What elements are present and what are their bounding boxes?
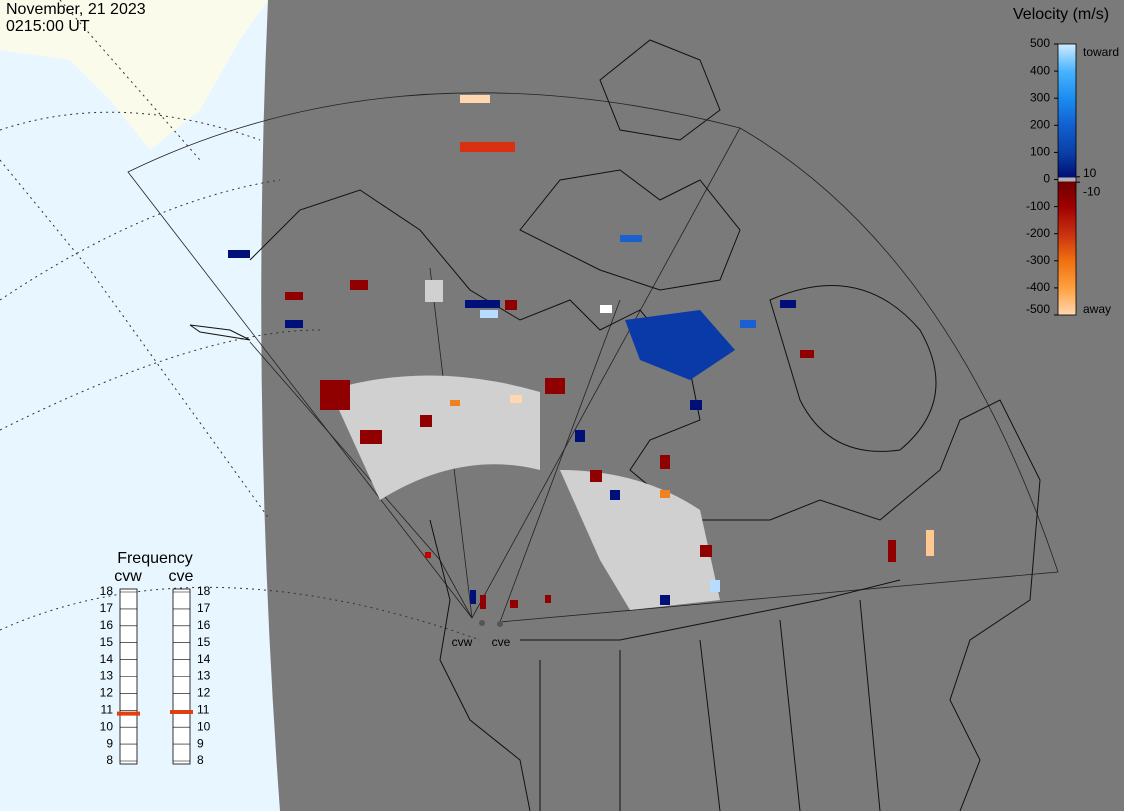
velocity-tick-label: 10 <box>1083 166 1097 180</box>
toward-label: toward <box>1083 45 1119 59</box>
frequency-tick-label: 9 <box>106 736 113 750</box>
frequency-tick-label: 14 <box>197 652 211 666</box>
velocity-tick-label: -500 <box>1026 302 1050 316</box>
velocity-tick-label: 0 <box>1043 172 1050 186</box>
frequency-tick-label: 17 <box>100 601 114 615</box>
land-dayside <box>0 0 268 150</box>
velocity-tick-label: 200 <box>1030 117 1050 131</box>
frequency-tick-label: 15 <box>100 635 114 649</box>
velocity-colorbar <box>1057 43 1077 316</box>
frequency-tick-label: 18 <box>100 584 114 598</box>
frequency-tick-label: 12 <box>100 686 114 700</box>
frequency-tick-label: 11 <box>101 702 114 716</box>
velocity-tick-label: 400 <box>1030 63 1050 77</box>
velocity-title: Velocity (m/s) <box>1013 6 1109 23</box>
radar-site-label: cve <box>492 635 511 649</box>
frequency-tick-label: 16 <box>100 618 114 632</box>
velocity-tick-label: -200 <box>1026 226 1050 240</box>
frequency-tick-label: 8 <box>197 753 204 767</box>
frequency-tick-label: 13 <box>100 669 114 683</box>
radar-name: cvw <box>114 568 142 585</box>
grid-lines <box>0 0 481 641</box>
frequency-tick-label: 13 <box>197 669 211 683</box>
frequency-tick-label: 17 <box>197 601 211 615</box>
velocity-tick-label: 500 <box>1030 36 1050 50</box>
frequency-tick-label: 14 <box>100 652 114 666</box>
frequency-tick-label: 10 <box>100 719 114 733</box>
radar-name: cve <box>169 568 194 585</box>
velocity-tick-label: -100 <box>1026 199 1050 213</box>
frequency-tick-label: 8 <box>106 753 113 767</box>
frequency-tick-label: 12 <box>197 686 211 700</box>
velocity-tick-label: -400 <box>1026 280 1050 294</box>
velocity-tick-label: 300 <box>1030 90 1050 104</box>
velocity-tick-label: -10 <box>1083 184 1101 198</box>
frequency-tick-label: 16 <box>197 618 211 632</box>
date: November, 21 2023 <box>6 1 146 18</box>
velocity-tick-label: 100 <box>1030 145 1050 159</box>
radar-cells <box>228 95 934 627</box>
velocity-tick-label: -300 <box>1026 253 1050 267</box>
away-label: away <box>1083 302 1111 316</box>
frequency-tick-label: 9 <box>197 736 204 750</box>
time: 0215:00 UT <box>6 18 90 35</box>
frequency-tick-label: 15 <box>197 635 211 649</box>
frequency-tick-label: 10 <box>197 719 211 733</box>
radar-site-label: cvw <box>452 635 473 649</box>
frequency-tick-label: 11 <box>197 702 210 716</box>
frequency-title: Frequency <box>117 550 193 567</box>
frequency-tick-label: 18 <box>197 584 211 598</box>
